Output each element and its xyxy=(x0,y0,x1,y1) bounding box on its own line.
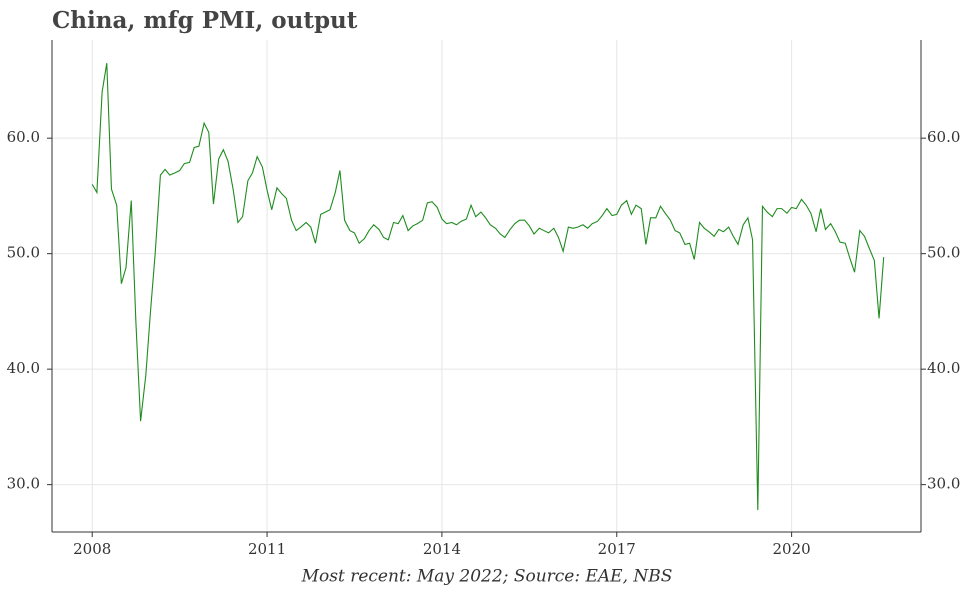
x-tick-label: 2008 xyxy=(73,540,111,558)
x-tick-label: 2020 xyxy=(773,540,811,558)
y2-tick-label: 30.0 xyxy=(927,475,960,493)
y-tick-label: 60.0 xyxy=(7,128,40,146)
chart-title: China, mfg PMI, output xyxy=(52,7,358,34)
y2-tick-label: 60.0 xyxy=(927,128,960,146)
y-tick-label: 40.0 xyxy=(7,359,40,377)
x-tick-label: 2014 xyxy=(423,540,461,558)
plot-area: 30.0 30.0 40.0 40.0 50.0 50.0 60.0 60.0 2008 2011… xyxy=(7,40,960,558)
y2-tick-label: 40.0 xyxy=(927,359,960,377)
x-tick-label: 2017 xyxy=(598,540,636,558)
data-line xyxy=(91,63,885,511)
source-note: Most recent: May 2022; Source: EAE, NBS xyxy=(301,567,673,587)
y-tick-label: 30.0 xyxy=(7,475,40,493)
y2-tick-label: 50.0 xyxy=(927,244,960,262)
y-tick-label: 50.0 xyxy=(7,244,40,262)
x-tick-label: 2011 xyxy=(248,540,286,558)
